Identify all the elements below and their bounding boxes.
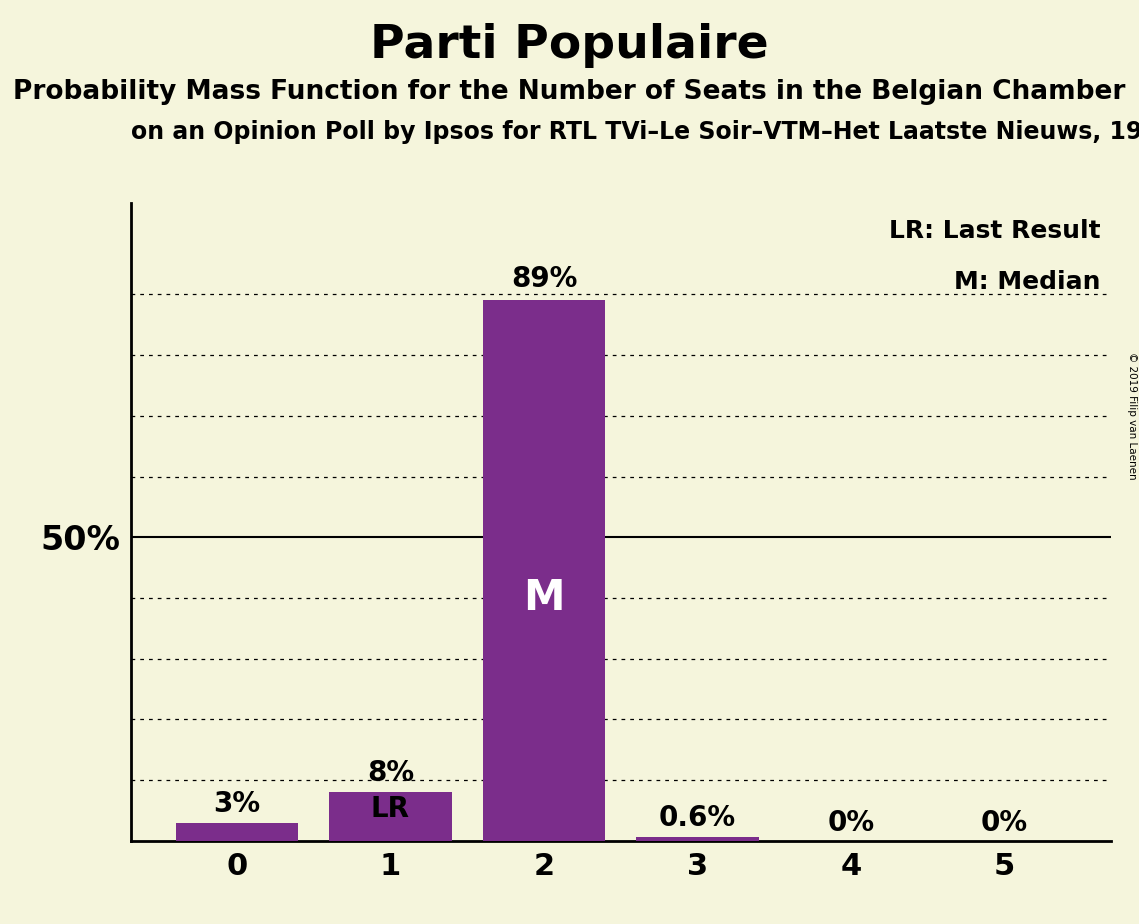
Text: 0%: 0% [981,809,1029,837]
Bar [329,792,452,841]
Text: LR: Last Result: LR: Last Result [890,219,1100,243]
Text: Probability Mass Function for the Number of Seats in the Belgian Chamber: Probability Mass Function for the Number… [14,79,1125,104]
Text: M: Median: M: Median [954,270,1100,294]
Text: 3%: 3% [213,790,261,818]
Text: M: M [523,577,565,619]
Text: 0.6%: 0.6% [659,804,736,833]
Bar [636,837,759,841]
Text: 8%: 8% [367,760,413,787]
Bar [175,822,298,841]
Text: Parti Populaire: Parti Populaire [370,23,769,68]
Text: 0%: 0% [828,809,875,837]
Text: 89%: 89% [510,265,577,293]
Bar [483,300,606,841]
Text: © 2019 Filip van Laenen: © 2019 Filip van Laenen [1126,352,1137,480]
Text: LR: LR [371,796,410,823]
Text: on an Opinion Poll by Ipsos for RTL TVi–Le Soir–VTM–Het Laatste Nieuws, 19–25 Se: on an Opinion Poll by Ipsos for RTL TVi–… [131,120,1139,144]
